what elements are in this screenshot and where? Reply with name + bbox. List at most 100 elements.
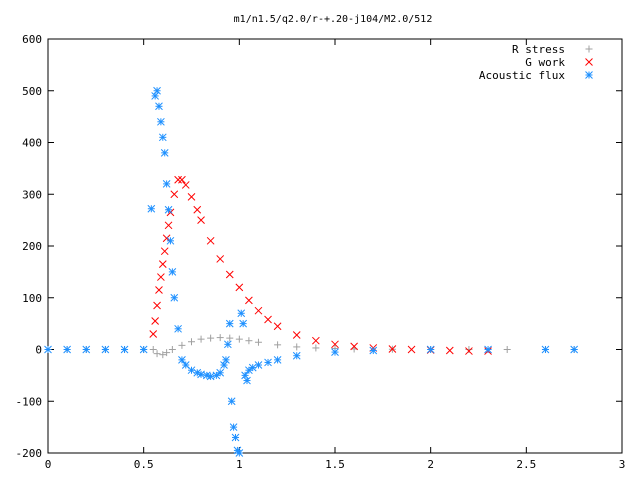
legend-marker [585,45,593,53]
data-point [426,345,435,354]
data-point [170,190,179,199]
data-point [231,433,240,442]
data-point [369,346,378,355]
data-point [164,205,173,214]
data-point [216,255,225,263]
data-point [225,270,234,279]
data-point [216,368,225,377]
data-point [178,175,186,184]
data-point [541,345,550,354]
x-tick-label: 2.5 [516,458,536,471]
data-point [239,319,248,328]
data-point [157,117,165,126]
y-tick-label: -200 [16,447,43,460]
data-point [273,355,282,364]
series-acoustic-flux [44,86,579,457]
data-point [170,293,179,302]
data-point [331,340,339,349]
data-point [155,286,163,294]
data-point [312,336,320,345]
series-g-work [149,175,492,355]
data-point [193,205,202,214]
y-tick-label: 200 [22,240,42,253]
data-point [235,449,244,457]
data-point [153,86,161,95]
data-point [44,345,52,354]
data-point [292,331,301,339]
data-point [197,216,205,224]
data-point [225,319,234,328]
data-point [229,423,238,431]
y-tick-label: 500 [22,85,42,98]
data-point [101,345,110,354]
y-tick-label: -100 [16,395,43,408]
data-point [235,335,243,343]
data-point [159,351,167,359]
data-point [120,345,129,354]
data-point [193,368,202,377]
data-point [63,345,71,354]
data-point [174,175,182,184]
y-tick-label: 300 [22,188,42,201]
legend-label: G work [525,56,565,69]
data-point [139,345,148,354]
data-point [151,317,160,325]
data-point [158,260,167,268]
data-point [206,372,215,381]
x-tick-label: 3 [619,458,626,471]
x-tick-label: 0.5 [134,458,154,471]
data-point [206,236,215,245]
data-point [388,345,397,353]
data-point [254,338,262,346]
data-point [147,204,156,213]
data-point [227,397,236,406]
data-point [465,346,473,353]
data-point [187,192,196,201]
data-point [465,347,473,355]
data-point [168,268,177,276]
data-point [163,349,171,357]
data-point [226,334,234,342]
data-point [155,102,163,111]
data-point [407,345,416,354]
y-tick-label: 100 [22,292,42,305]
legend-marker [585,58,593,66]
data-point [188,338,195,346]
data-point [445,346,454,355]
data-point [241,371,249,380]
data-point [222,355,230,364]
y-tick-label: 0 [35,344,42,357]
data-point [245,337,253,345]
data-point [484,345,492,354]
x-tick-label: 0 [45,458,52,471]
data-point [157,273,165,281]
data-point [223,340,232,349]
data-point [149,330,158,338]
data-point [220,361,228,369]
data-point [237,309,246,318]
data-point [264,358,272,367]
legend-marker [585,71,593,79]
data-point [273,322,282,331]
data-point [503,346,511,353]
data-point [207,334,215,342]
data-point [178,355,186,364]
data-point [153,301,161,310]
data-point [160,148,169,157]
data-point [331,348,339,356]
y-tick-label: 600 [22,33,42,46]
data-point [149,346,157,353]
data-point [158,133,167,142]
data-point [293,343,301,351]
data-point [82,345,91,354]
data-point [264,315,272,324]
data-point [216,334,224,342]
data-point [243,376,251,385]
data-point [274,341,282,349]
data-point [166,236,175,245]
data-point [312,344,320,352]
data-point [245,296,253,305]
data-point [153,350,161,358]
legend-label: Acoustic flux [479,69,565,82]
